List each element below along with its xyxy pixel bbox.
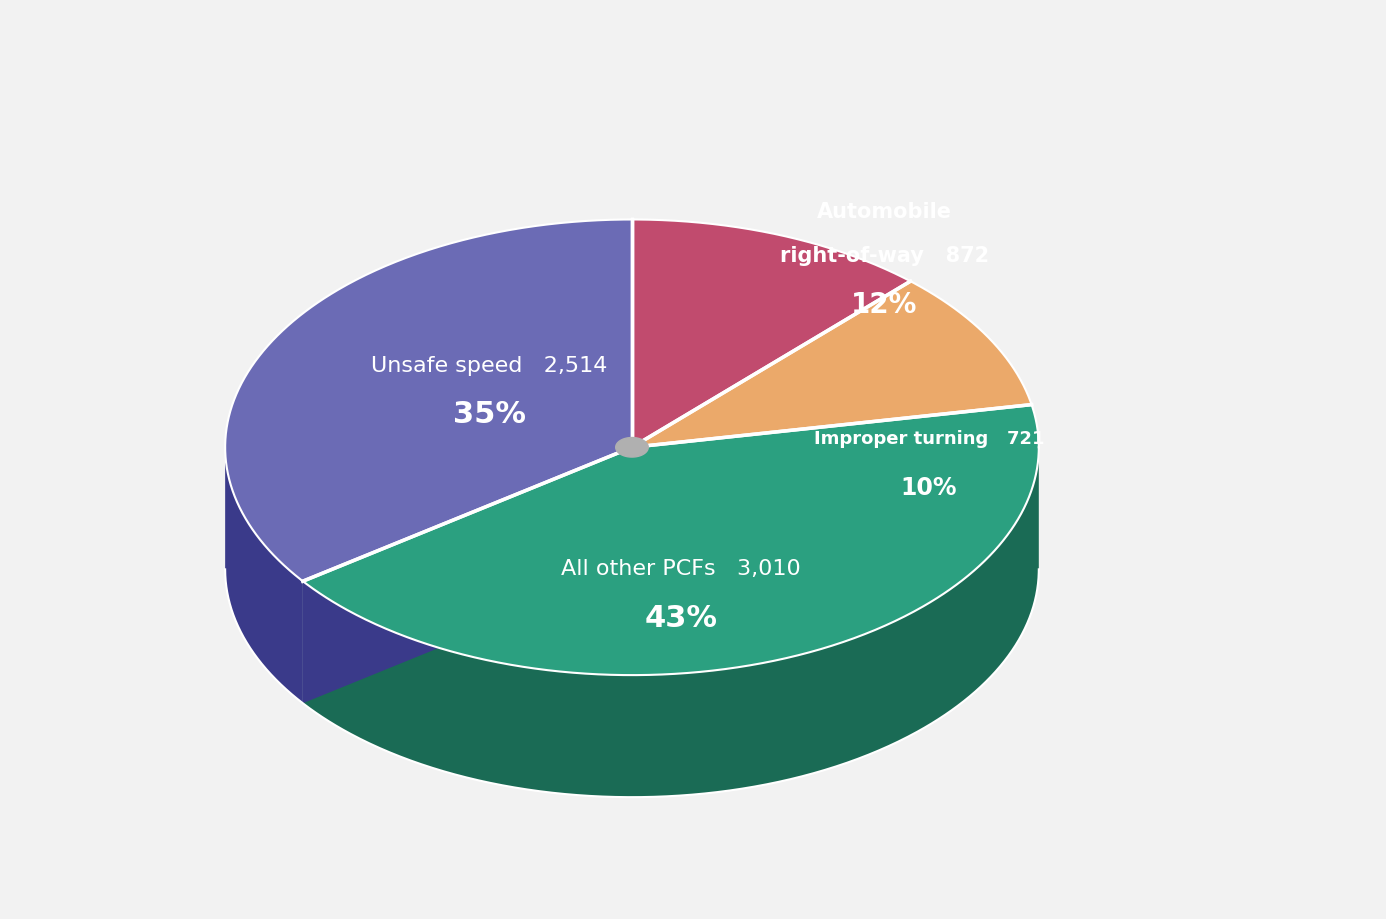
Polygon shape — [304, 448, 632, 703]
Text: 35%: 35% — [453, 401, 527, 429]
Text: right-of-way   872: right-of-way 872 — [780, 246, 988, 267]
Polygon shape — [225, 220, 632, 581]
Polygon shape — [304, 404, 1038, 675]
Polygon shape — [225, 448, 304, 703]
Text: 43%: 43% — [644, 604, 718, 632]
Text: 10%: 10% — [901, 476, 958, 500]
Polygon shape — [632, 281, 1031, 448]
Polygon shape — [615, 437, 649, 457]
Polygon shape — [304, 448, 1038, 797]
Polygon shape — [304, 448, 632, 703]
Text: All other PCFs   3,010: All other PCFs 3,010 — [561, 560, 801, 579]
Text: Unsafe speed   2,514: Unsafe speed 2,514 — [371, 356, 608, 376]
Text: 12%: 12% — [851, 291, 918, 319]
Polygon shape — [632, 220, 911, 448]
Text: Improper turning   721: Improper turning 721 — [814, 430, 1044, 448]
Text: Automobile: Automobile — [816, 202, 952, 222]
